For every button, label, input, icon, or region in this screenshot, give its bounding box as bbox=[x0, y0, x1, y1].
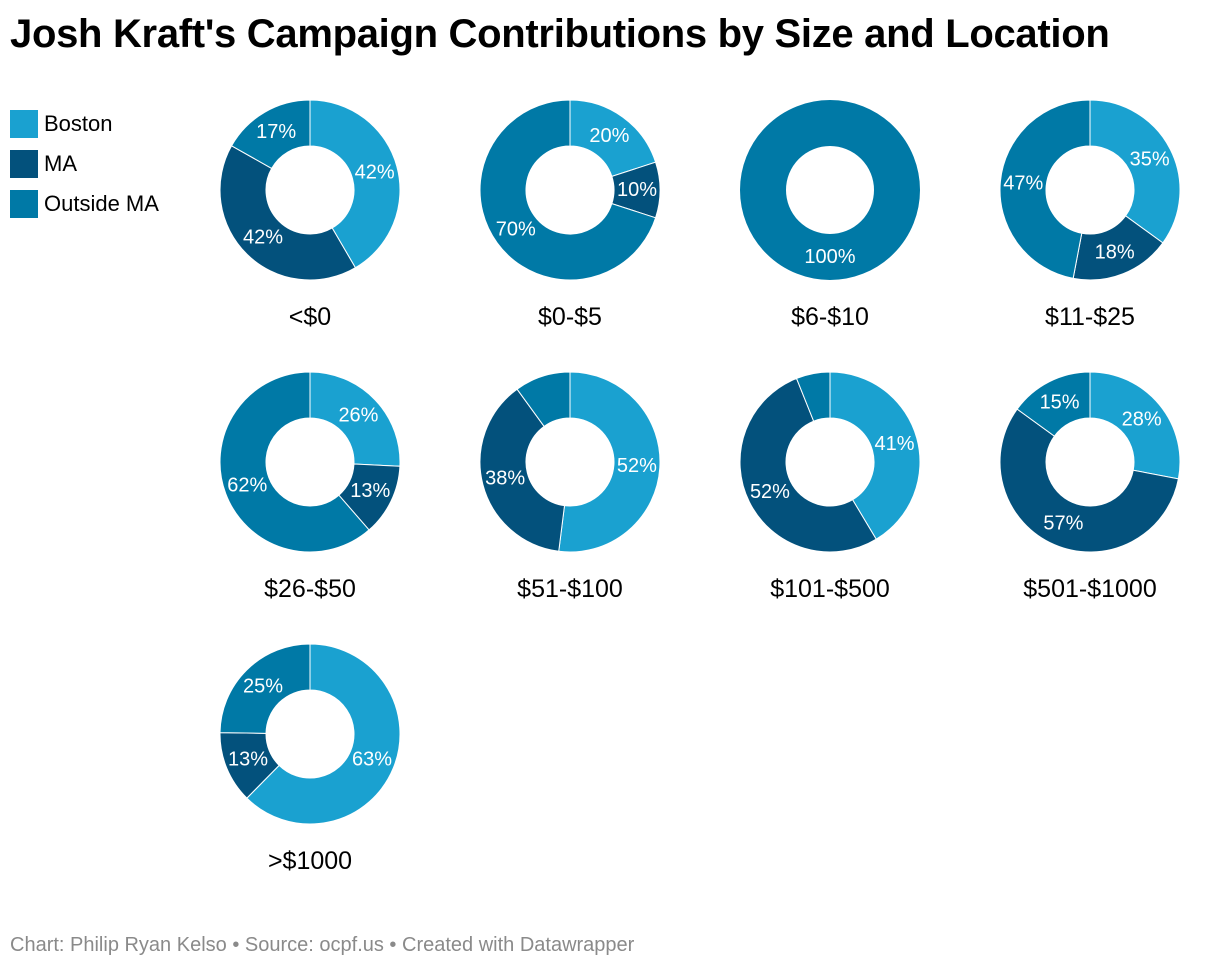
slice-value-label: 10% bbox=[617, 179, 657, 201]
donut-chart: 100% $6-$10 bbox=[740, 100, 920, 331]
donut-chart: 42% 42% 17% <$0 bbox=[219, 99, 401, 331]
donut-slice-boston bbox=[829, 371, 921, 540]
donut-slice-ma bbox=[739, 377, 877, 553]
slice-value-label: 52% bbox=[617, 455, 657, 477]
slice-value-label: 47% bbox=[1003, 173, 1043, 195]
donut-slice-outside-ma bbox=[740, 100, 920, 280]
legend-item-outside-ma: Outside MA bbox=[10, 190, 159, 218]
legend: Boston MA Outside MA bbox=[10, 110, 159, 230]
donut-slice-outside-ma bbox=[516, 371, 571, 428]
donut-slice-outside-ma bbox=[219, 643, 311, 734]
donut-slice-boston bbox=[246, 643, 401, 825]
donut-category-label: $101-$500 bbox=[770, 575, 890, 603]
legend-swatch-boston bbox=[10, 110, 38, 138]
donut-category-label: $0-$5 bbox=[538, 303, 602, 331]
slice-value-label: 42% bbox=[243, 227, 283, 249]
footer-credits: Chart: Philip Ryan Kelso • Source: ocpf.… bbox=[10, 934, 634, 957]
slice-value-label: 41% bbox=[875, 433, 915, 455]
slice-value-label: 57% bbox=[1043, 512, 1083, 534]
donut-slice-boston bbox=[309, 99, 401, 269]
donut-category-label: <$0 bbox=[289, 303, 331, 331]
slice-value-label: 13% bbox=[228, 748, 268, 770]
slice-value-label: 100% bbox=[804, 246, 855, 268]
slice-value-label: 17% bbox=[256, 121, 296, 143]
donut-slice-outside-ma bbox=[219, 371, 370, 553]
legend-item-boston: Boston bbox=[10, 110, 159, 138]
footer-chart-credit: Chart: Philip Ryan Kelso bbox=[10, 934, 227, 956]
donut-category-label: >$1000 bbox=[268, 847, 352, 875]
slice-value-label: 38% bbox=[485, 468, 525, 490]
legend-label-ma: MA bbox=[44, 151, 77, 176]
legend-swatch-outside-ma bbox=[10, 190, 38, 218]
footer-source: Source: ocpf.us bbox=[244, 934, 384, 956]
slice-value-label: 62% bbox=[227, 474, 267, 496]
donut-chart: 26% 13% 62% $26-$50 bbox=[219, 371, 401, 603]
donut-slice-outside-ma bbox=[230, 99, 311, 170]
donut-chart: 20% 10% 70% $0-$5 bbox=[479, 99, 661, 331]
donut-slice-boston bbox=[1089, 371, 1181, 480]
donut-chart: 63% 13% 25% >$1000 bbox=[219, 643, 401, 875]
slice-value-label: 20% bbox=[589, 125, 629, 147]
slice-value-label: 15% bbox=[1040, 391, 1080, 413]
slice-value-label: 28% bbox=[1122, 408, 1162, 430]
slice-value-label: 63% bbox=[352, 748, 392, 770]
donut-slice-boston bbox=[558, 371, 661, 553]
chart-title: Josh Kraft's Campaign Contributions by S… bbox=[10, 12, 1110, 56]
donut-slice-ma bbox=[999, 408, 1179, 553]
slice-value-label: 52% bbox=[750, 481, 790, 503]
legend-item-ma: MA bbox=[10, 150, 159, 178]
donut-chart: 41% 52% $101-$500 bbox=[739, 371, 921, 603]
donut-slice-outside-ma bbox=[795, 371, 831, 422]
donut-slice-outside-ma bbox=[999, 99, 1091, 279]
slice-value-label: 35% bbox=[1130, 149, 1170, 171]
donut-slice-boston bbox=[1089, 99, 1181, 244]
slice-value-label: 70% bbox=[496, 218, 536, 240]
donut-slice-outside-ma bbox=[479, 99, 657, 281]
donut-slice-boston bbox=[309, 371, 401, 467]
slice-value-label: 18% bbox=[1095, 241, 1135, 263]
slice-value-label: 13% bbox=[350, 480, 390, 502]
legend-label-outside-ma: Outside MA bbox=[44, 191, 159, 216]
donut-category-label: $6-$10 bbox=[791, 303, 869, 331]
donut-category-label: $11-$25 bbox=[1045, 303, 1135, 331]
donut-chart: 35% 18% 47% $11-$25 bbox=[999, 99, 1181, 331]
donut-category-label: $501-$1000 bbox=[1023, 575, 1156, 603]
donut-slice-ma bbox=[479, 388, 566, 552]
slice-value-label: 42% bbox=[355, 161, 395, 183]
donut-chart: 52% 38% $51-$100 bbox=[479, 371, 661, 603]
donut-slice-ma bbox=[219, 145, 357, 281]
footer-separator: • bbox=[226, 934, 245, 956]
slice-value-label: 25% bbox=[243, 675, 283, 697]
footer-created-with: Created with Datawrapper bbox=[402, 934, 635, 956]
donut-chart: 28% 57% 15% $501-$1000 bbox=[999, 371, 1181, 603]
donut-category-label: $51-$100 bbox=[517, 575, 623, 603]
footer-separator: • bbox=[383, 934, 402, 956]
donut-slice-outside-ma bbox=[1016, 371, 1091, 437]
legend-swatch-ma bbox=[10, 150, 38, 178]
donut-category-label: $26-$50 bbox=[264, 575, 356, 603]
legend-label-boston: Boston bbox=[44, 111, 113, 136]
slice-value-label: 26% bbox=[338, 405, 378, 427]
